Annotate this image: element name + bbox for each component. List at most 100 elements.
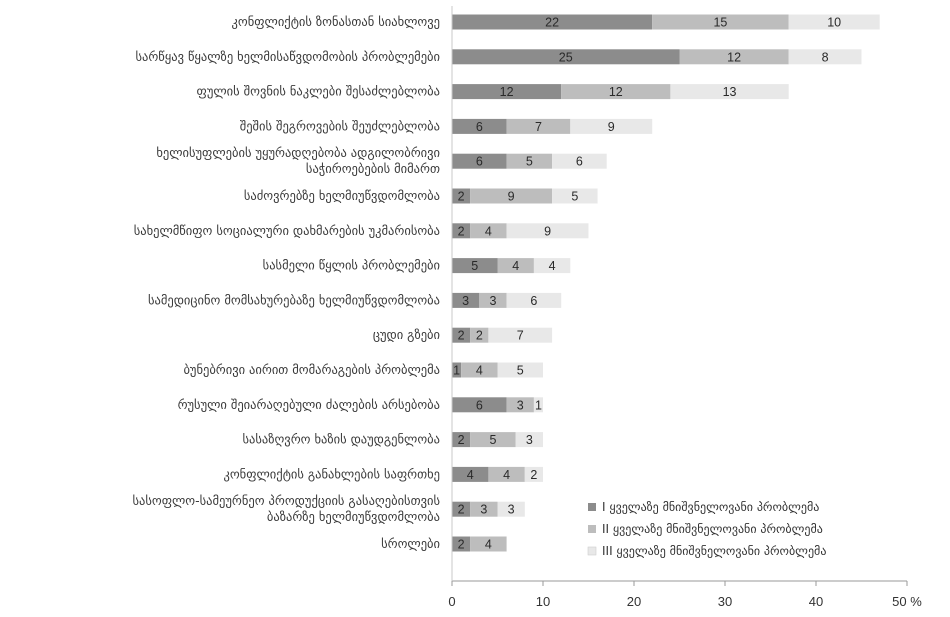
data-label: 2 — [458, 503, 465, 517]
bar-segment-series-3 — [488, 327, 553, 343]
data-label: 6 — [476, 155, 483, 169]
data-label: 3 — [489, 294, 496, 308]
bar-segment-series-3 — [524, 466, 543, 482]
data-label: 2 — [530, 468, 537, 482]
bar-segment-series-3 — [515, 432, 543, 448]
data-label: 7 — [517, 329, 524, 343]
data-label: 12 — [727, 50, 741, 64]
bar-segment-series-2 — [488, 466, 525, 482]
bar-segment-series-2 — [506, 153, 553, 169]
bar-segment-series-2 — [470, 432, 516, 448]
data-label: 3 — [517, 398, 524, 412]
bar-segment-series-3 — [552, 153, 607, 169]
category-label: სამედიცინო მომსახურებაზე ხელმიუწვდომლობა — [148, 292, 440, 307]
bar-segment-series-1 — [452, 49, 680, 65]
bar-segment-series-1 — [452, 258, 498, 274]
bar-segment-series-3 — [506, 292, 562, 308]
category-label: ცუდი გზები — [373, 327, 440, 342]
data-label: 4 — [549, 259, 556, 273]
x-tick-label: 50 % — [892, 594, 922, 609]
bar-segment-series-1 — [452, 397, 507, 413]
x-tick-label: 10 — [536, 594, 550, 609]
bar-segment-series-2 — [470, 223, 507, 239]
category-label: რუსული შეიარაღებული ძალების არსებობა — [178, 397, 440, 412]
category-label: კონფლიქტის ზონასთან სიახლოვე — [231, 14, 440, 29]
bar-segment-series-1 — [452, 292, 480, 308]
category-label: შეშის შეგროვების შეუძლებლობა — [240, 118, 440, 133]
category-label: ხელისუფლების უყურადღებობა ადგილობრივი საჭ… — [156, 145, 440, 176]
category-label: სასაზღვრო ხაზის დაუდგენლობა — [242, 432, 440, 447]
bar-segment-series-2 — [470, 327, 489, 343]
bar-row: სროლები 2 4 — [381, 536, 507, 552]
category-label: სარწყავ წყალზე ხელმისაწვდომობის პრობლემე… — [135, 49, 440, 64]
data-label: 5 — [517, 364, 524, 378]
data-label: 25 — [559, 50, 573, 64]
legend-swatch — [588, 503, 596, 511]
data-label: 2 — [458, 329, 465, 343]
data-label: 4 — [512, 259, 519, 273]
bar-segment-series-3 — [788, 49, 862, 65]
bar-row: სამედიცინო მომსახურებაზე ხელმიუწვდომლობა… — [148, 292, 562, 308]
bar-segment-series-1 — [452, 153, 507, 169]
data-label: 4 — [503, 468, 510, 482]
data-label: 5 — [489, 433, 496, 447]
bar-segment-series-2 — [470, 501, 498, 517]
data-label: 3 — [462, 294, 469, 308]
bar-segment-series-2 — [470, 536, 507, 552]
bar-segment-series-1 — [452, 327, 471, 343]
bar-segment-series-3 — [533, 258, 571, 274]
bar-segment-series-3 — [788, 14, 880, 30]
bar-segment-series-2 — [461, 362, 498, 378]
bar-segment-series-2 — [497, 258, 534, 274]
data-label: 12 — [609, 85, 623, 99]
legend-label: III ყველაზე მნიშვნელოვანი პრობლემა — [602, 544, 826, 558]
data-label: 2 — [476, 329, 483, 343]
category-label: საძოვრებზე ხელმიუწვდომლობა — [244, 188, 440, 203]
bar-row: საძოვრებზე ხელმიუწვდომლობა 2 9 5 — [244, 188, 598, 204]
data-label: 2 — [458, 190, 465, 204]
data-label: 6 — [576, 155, 583, 169]
bar-segment-series-1 — [452, 536, 471, 552]
bar-row: სარწყავ წყალზე ხელმისაწვდომობის პრობლემე… — [135, 49, 862, 65]
data-label: 9 — [508, 190, 515, 204]
bar-row: რუსული შეიარაღებული ძალების არსებობა 6 3 1 — [178, 397, 543, 413]
data-label: 10 — [827, 16, 841, 30]
bar-row: კონფლიქტის ზონასთან სიახლოვე 22 15 10 — [231, 14, 880, 30]
bar-segment-series-3 — [497, 362, 543, 378]
bar-row: ბუნებრივი აირით მომარაგების პრობლემა 1 4 5 — [183, 362, 543, 378]
data-label: 12 — [500, 85, 514, 99]
category-label: ბუნებრივი აირით მომარაგების პრობლემა — [183, 362, 440, 377]
category-label: სახელმწიფო სოციალური დახმარების უკმარისო… — [134, 223, 440, 238]
category-label: კონფლიქტის განახლების საფრთხე — [223, 466, 440, 481]
x-tick-label: 40 — [809, 594, 823, 609]
legend: I ყველაზე მნიშვნელოვანი პრობლემა II ყველა… — [587, 500, 826, 558]
bar-segment-series-2 — [479, 292, 507, 308]
bar-segment-series-1 — [452, 501, 471, 517]
category-label: სასმელი წყლის პრობლემები — [263, 258, 440, 273]
bar-row: სასაზღვრო ხაზის დაუდგენლობა 2 5 3 — [242, 432, 543, 448]
data-label: 5 — [471, 259, 478, 273]
data-label: 13 — [723, 85, 737, 99]
bar-row: ხელისუფლების უყურადღებობა ადგილობრივი საჭ… — [156, 145, 607, 176]
category-label: სროლები — [381, 536, 440, 551]
bar-segment-series-3 — [533, 397, 543, 413]
data-label: 6 — [530, 294, 537, 308]
bar-row: კონფლიქტის განახლების საფრთხე 4 4 2 — [223, 466, 543, 482]
category-label: ფულის შოვნის ნაკლები შესაძლებლობა — [197, 84, 440, 99]
bar-segment-series-1 — [452, 432, 471, 448]
bar-segment-series-2 — [506, 397, 534, 413]
bar-segment-series-1 — [452, 14, 653, 30]
data-label: 6 — [476, 398, 483, 412]
bar-row: სასოფლო-სამეურნეო პროდუქციის გასაღებისთვ… — [132, 493, 525, 524]
bar-row: შეშის შეგროვების შეუძლებლობა 6 7 9 — [240, 118, 653, 134]
data-label: 2 — [458, 433, 465, 447]
bar-segment-series-2 — [652, 14, 789, 30]
bar-segment-series-3 — [570, 118, 653, 134]
data-label: 2 — [458, 224, 465, 238]
data-label: 3 — [508, 503, 515, 517]
data-label: 9 — [544, 224, 551, 238]
category-label: სასოფლო-სამეურნეო პროდუქციის გასაღებისთვ… — [132, 493, 440, 524]
x-tick-label: 0 — [448, 594, 455, 609]
